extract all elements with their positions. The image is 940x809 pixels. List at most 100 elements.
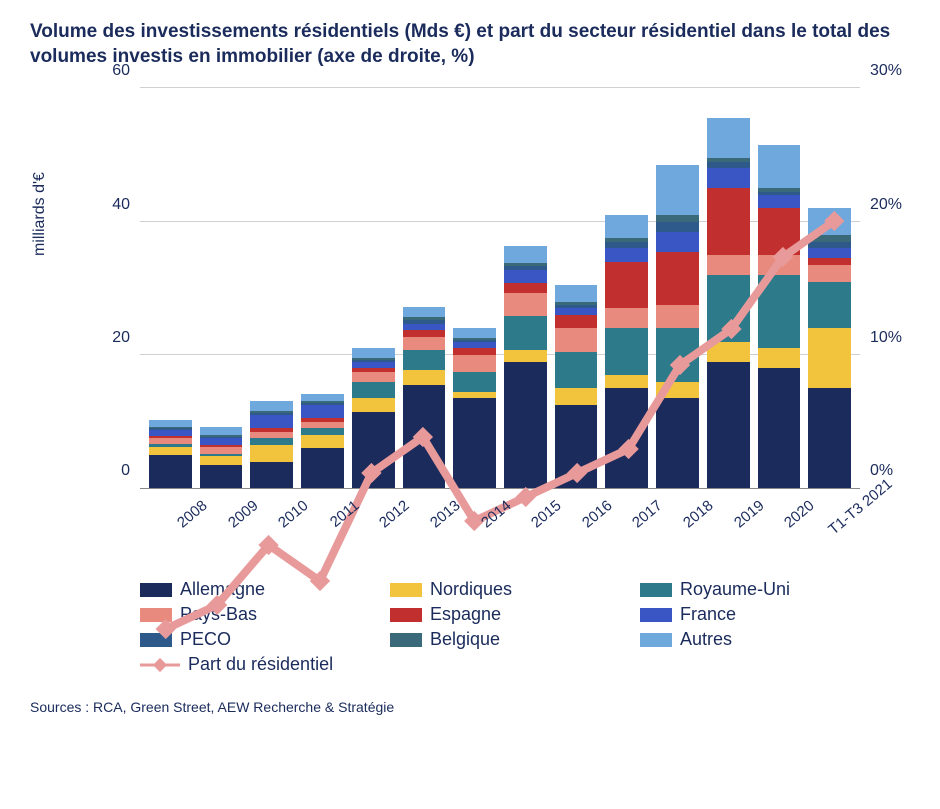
bar-segment-paysbas bbox=[555, 328, 598, 351]
bar-segment-allemagne bbox=[605, 388, 648, 488]
bar-column bbox=[656, 165, 699, 488]
bar-segment-paysbas bbox=[758, 255, 801, 275]
bar-segment-peco bbox=[808, 242, 851, 249]
y-left-label: milliards d'€ bbox=[31, 172, 49, 256]
legend-label: PECO bbox=[180, 629, 231, 650]
legend-item-line: Part du résidentiel bbox=[140, 654, 380, 675]
bar-segment-espagne bbox=[758, 208, 801, 255]
legend-label: Autres bbox=[680, 629, 732, 650]
bar-segment-royaumeuni bbox=[250, 438, 293, 445]
bar-segment-nordiques bbox=[250, 445, 293, 462]
legend-item-royaumeuni: Royaume-Uni bbox=[640, 579, 880, 600]
legend-label: Allemagne bbox=[180, 579, 265, 600]
bar-column bbox=[453, 328, 496, 489]
bar-segment-france bbox=[250, 415, 293, 428]
bar-segment-royaumeuni bbox=[301, 428, 344, 435]
legend-item-belgique: Belgique bbox=[390, 629, 630, 650]
legend-item-espagne: Espagne bbox=[390, 604, 630, 625]
x-label: T1-T3 2021 bbox=[825, 497, 870, 538]
chart-title: Volume des investissements résidentiels … bbox=[30, 20, 910, 69]
bar-segment-nordiques bbox=[149, 447, 192, 455]
legend-item-allemagne: Allemagne bbox=[140, 579, 380, 600]
y-left-tick: 60 bbox=[90, 62, 130, 80]
bar-column bbox=[301, 394, 344, 488]
bar-segment-paysbas bbox=[808, 265, 851, 282]
bar-segment-royaumeuni bbox=[403, 350, 446, 370]
source-text: Sources : RCA, Green Street, AEW Recherc… bbox=[30, 699, 910, 715]
bar-segment-france bbox=[200, 438, 243, 445]
x-label: 2009 bbox=[218, 497, 262, 537]
bar-column bbox=[403, 307, 446, 488]
x-label: 2015 bbox=[521, 497, 565, 537]
x-label: 2017 bbox=[622, 497, 666, 537]
bar-segment-paysbas bbox=[605, 308, 648, 328]
legend-swatch bbox=[640, 608, 672, 622]
bar-segment-autres bbox=[149, 420, 192, 427]
x-label: 2019 bbox=[724, 497, 768, 537]
bar-segment-royaumeuni bbox=[504, 316, 547, 349]
bar-segment-allemagne bbox=[808, 388, 851, 488]
x-label: 2011 bbox=[319, 497, 363, 537]
bar-segment-paysbas bbox=[250, 432, 293, 439]
bar-segment-autres bbox=[656, 165, 699, 215]
bar-segment-espagne bbox=[504, 283, 547, 293]
bar-segment-espagne bbox=[707, 188, 750, 255]
bar-segment-peco bbox=[707, 162, 750, 169]
bar-column bbox=[758, 145, 801, 488]
x-axis-labels: 2008200920102011201220132014201520162017… bbox=[140, 497, 860, 514]
legend-swatch bbox=[140, 608, 172, 622]
bar-segment-allemagne bbox=[555, 405, 598, 488]
bar-column bbox=[200, 427, 243, 488]
bar-segment-paysbas bbox=[200, 447, 243, 454]
bar-segment-allemagne bbox=[200, 465, 243, 488]
bar-segment-autres bbox=[707, 118, 750, 158]
bar-segment-royaumeuni bbox=[453, 372, 496, 392]
bar-segment-allemagne bbox=[301, 448, 344, 488]
bar-segment-paysbas bbox=[504, 293, 547, 316]
bar-segment-nordiques bbox=[605, 375, 648, 388]
legend-item-nordiques: Nordiques bbox=[390, 579, 630, 600]
bar-segment-paysbas bbox=[453, 355, 496, 372]
bar-segment-allemagne bbox=[504, 362, 547, 489]
x-label: 2018 bbox=[673, 497, 717, 537]
bar-segment-nordiques bbox=[707, 342, 750, 362]
bar-segment-paysbas bbox=[403, 337, 446, 350]
bar-segment-allemagne bbox=[352, 412, 395, 489]
x-label: 2008 bbox=[167, 497, 211, 537]
legend-label: Espagne bbox=[430, 604, 501, 625]
bar-segment-peco bbox=[656, 222, 699, 232]
bar-segment-espagne bbox=[555, 315, 598, 328]
bar-segment-france bbox=[707, 168, 750, 188]
bar-segment-royaumeuni bbox=[555, 352, 598, 389]
bar-segment-nordiques bbox=[555, 388, 598, 405]
bar-segment-paysbas bbox=[656, 305, 699, 328]
bar-column bbox=[605, 215, 648, 488]
bar-segment-royaumeuni bbox=[707, 275, 750, 342]
y-axis-right: 0%10%20%30% bbox=[870, 89, 910, 489]
y-right-tick: 20% bbox=[870, 196, 910, 214]
x-label: 2012 bbox=[369, 497, 413, 537]
legend-label: Royaume-Uni bbox=[680, 579, 790, 600]
bar-segment-autres bbox=[555, 285, 598, 302]
bar-segment-france bbox=[453, 342, 496, 349]
bar-segment-france bbox=[403, 324, 446, 331]
bar-segment-france bbox=[758, 195, 801, 208]
legend-label: Pays-Bas bbox=[180, 604, 257, 625]
legend-item-autres: Autres bbox=[640, 629, 880, 650]
bar-segment-autres bbox=[301, 394, 344, 401]
y-left-tick: 40 bbox=[90, 196, 130, 214]
x-label: 2010 bbox=[268, 497, 312, 537]
legend-item-peco: PECO bbox=[140, 629, 380, 650]
bar-segment-nordiques bbox=[656, 382, 699, 399]
legend-swatch bbox=[390, 583, 422, 597]
bar-segment-nordiques bbox=[403, 370, 446, 385]
bar-segment-france bbox=[149, 430, 192, 437]
bar-segment-autres bbox=[200, 427, 243, 435]
bar-segment-nordiques bbox=[352, 398, 395, 411]
bar-column bbox=[504, 246, 547, 488]
bar-segment-autres bbox=[403, 307, 446, 317]
bar-segment-allemagne bbox=[250, 462, 293, 489]
x-label: 2020 bbox=[774, 497, 818, 537]
legend-swatch bbox=[140, 583, 172, 597]
bar-column bbox=[250, 401, 293, 488]
